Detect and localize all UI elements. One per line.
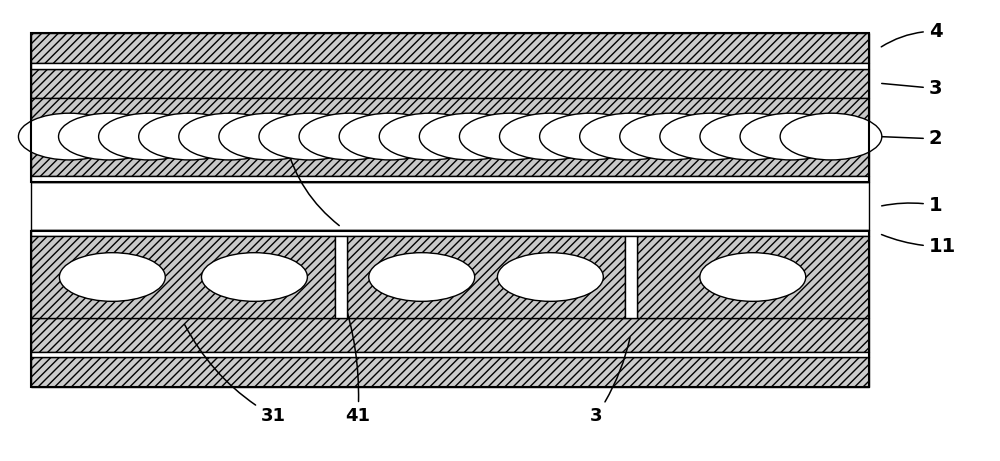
Circle shape <box>201 253 307 301</box>
Circle shape <box>700 253 806 301</box>
Bar <box>31 183 869 230</box>
Circle shape <box>139 113 240 160</box>
Circle shape <box>299 113 401 160</box>
Circle shape <box>59 113 160 160</box>
Circle shape <box>740 113 842 160</box>
Circle shape <box>179 113 281 160</box>
Circle shape <box>780 113 882 160</box>
Circle shape <box>459 113 561 160</box>
Bar <box>31 63 869 69</box>
Bar <box>31 176 869 183</box>
Circle shape <box>500 113 601 160</box>
Bar <box>31 69 869 98</box>
Circle shape <box>59 253 165 301</box>
Circle shape <box>419 113 521 160</box>
Bar <box>31 230 869 236</box>
Bar <box>31 230 869 387</box>
Circle shape <box>497 253 603 301</box>
Bar <box>637 236 869 318</box>
Circle shape <box>379 113 481 160</box>
Text: 1: 1 <box>882 196 942 215</box>
Text: 3: 3 <box>590 337 630 425</box>
Text: 11: 11 <box>882 235 956 256</box>
Bar <box>31 34 869 183</box>
Bar <box>31 98 869 176</box>
Bar <box>31 318 869 352</box>
Bar <box>335 236 347 318</box>
Bar <box>625 236 637 318</box>
Circle shape <box>540 113 641 160</box>
Bar <box>31 357 869 387</box>
Circle shape <box>580 113 681 160</box>
Circle shape <box>660 113 762 160</box>
Text: 41: 41 <box>342 296 370 425</box>
Text: 3: 3 <box>882 79 942 98</box>
Text: 12: 12 <box>271 121 339 225</box>
Bar <box>31 352 869 357</box>
Bar <box>31 236 335 318</box>
Text: 2: 2 <box>882 130 942 148</box>
Bar <box>347 236 625 318</box>
Circle shape <box>99 113 200 160</box>
Circle shape <box>339 113 441 160</box>
Circle shape <box>18 113 120 160</box>
Text: 31: 31 <box>185 325 286 425</box>
Circle shape <box>219 113 321 160</box>
Bar <box>31 34 869 63</box>
Text: 4: 4 <box>881 22 942 47</box>
Circle shape <box>620 113 721 160</box>
Circle shape <box>700 113 802 160</box>
Circle shape <box>369 253 475 301</box>
Circle shape <box>259 113 361 160</box>
